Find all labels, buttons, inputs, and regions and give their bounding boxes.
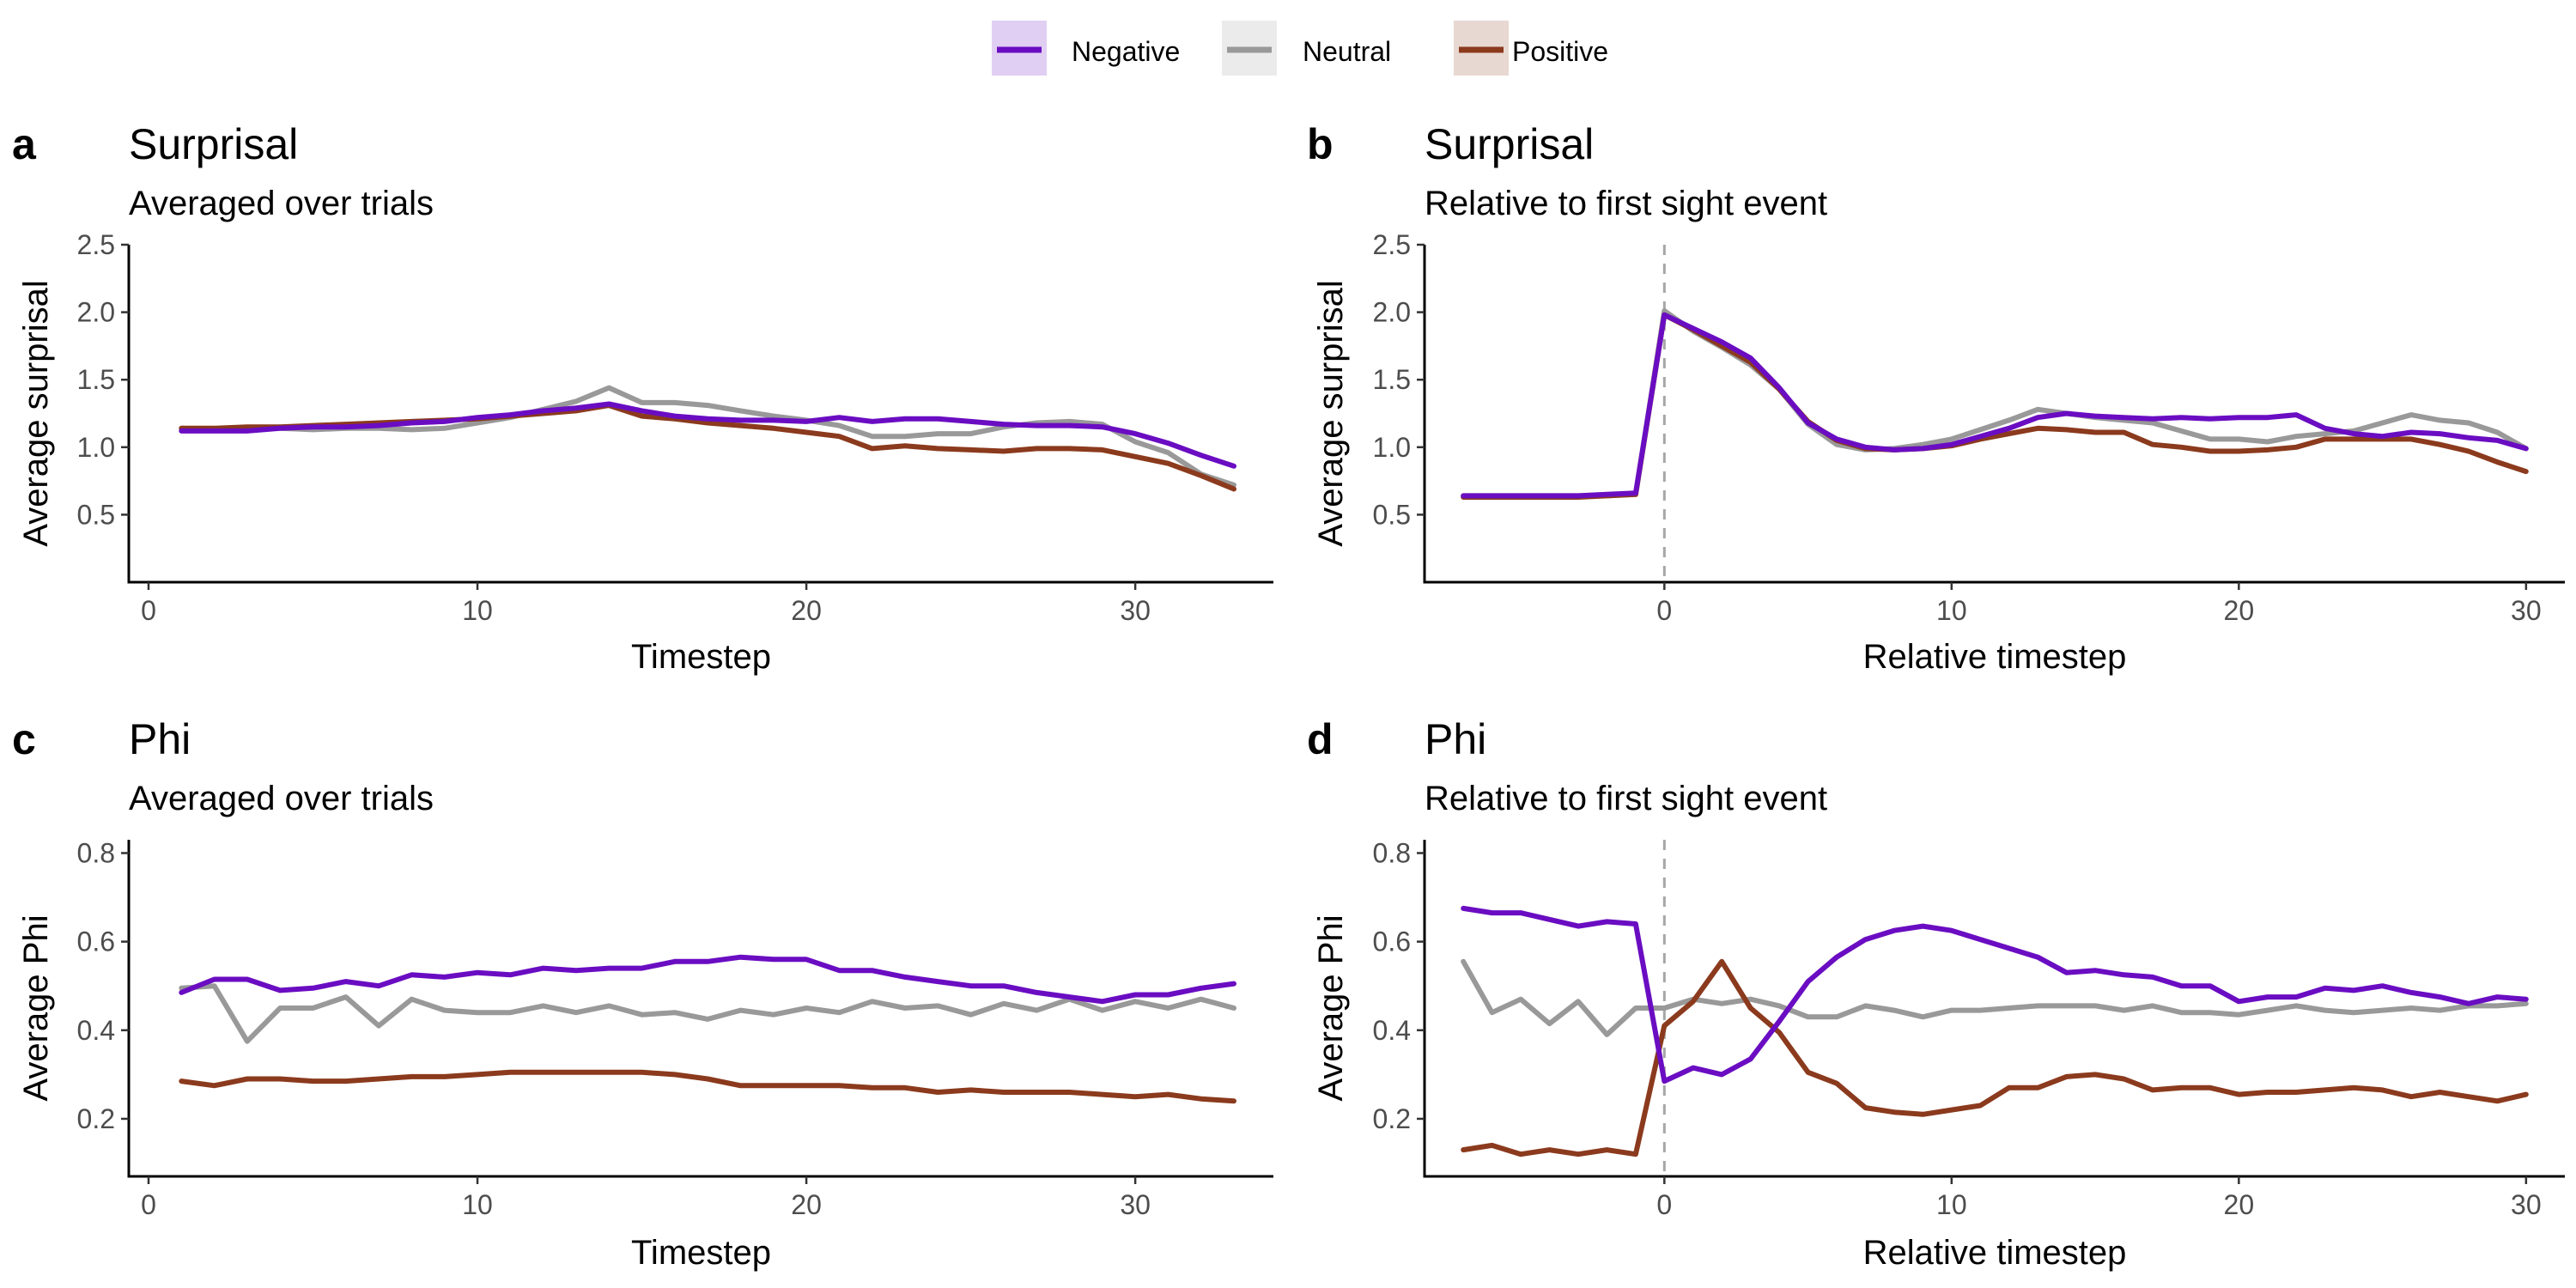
y-tick-label: 1.0 bbox=[77, 432, 115, 463]
y-tick-label: 0.4 bbox=[1373, 1015, 1411, 1046]
y-tick-label: 1.0 bbox=[1373, 432, 1411, 463]
panel-title: Surprisal bbox=[129, 120, 298, 168]
x-tick-label: 30 bbox=[1120, 1189, 1151, 1220]
y-tick-label: 1.5 bbox=[77, 364, 115, 395]
y-tick-label: 0.6 bbox=[77, 927, 115, 957]
x-axis-title: Relative timestep bbox=[1863, 1234, 2127, 1272]
legend-label: Neutral bbox=[1303, 36, 1391, 67]
x-tick-label: 10 bbox=[462, 595, 493, 626]
x-tick-label: 30 bbox=[2511, 1189, 2542, 1220]
x-tick-label: 30 bbox=[1120, 595, 1151, 626]
y-tick-label: 0.4 bbox=[77, 1015, 115, 1046]
x-tick-label: 0 bbox=[1656, 595, 1672, 626]
y-tick-label: 0.6 bbox=[1373, 927, 1411, 957]
y-tick-label: 0.8 bbox=[1373, 837, 1411, 868]
y-tick-label: 2.5 bbox=[1373, 229, 1411, 260]
y-tick-label: 0.5 bbox=[77, 499, 115, 530]
panel-c: c Phi Averaged over trials 0 10 20 30 0.2 0.4 0.6… bbox=[12, 715, 1273, 1272]
series-line-negative bbox=[1461, 312, 2529, 499]
series-line-neutral bbox=[179, 983, 1236, 1044]
legend-item-positive: Positive bbox=[1454, 21, 1608, 76]
legend-label: Negative bbox=[1072, 36, 1180, 67]
x-tick-label: 10 bbox=[462, 1189, 493, 1220]
panel-letter: b bbox=[1307, 120, 1334, 168]
panel-subtitle: Averaged over trials bbox=[129, 780, 434, 817]
panel-subtitle: Relative to first sight event bbox=[1425, 185, 1827, 222]
y-tick-label: 0.8 bbox=[77, 837, 115, 868]
panel-title: Phi bbox=[129, 715, 191, 763]
panels: a Surprisal Averaged over trials 0 10 20 30 0.5… bbox=[12, 120, 2565, 1272]
panel-title: Surprisal bbox=[1425, 120, 1594, 168]
x-axis-title: Timestep bbox=[631, 1234, 771, 1272]
y-tick-label: 2.0 bbox=[77, 297, 115, 328]
x-tick-label: 10 bbox=[1936, 1189, 1967, 1220]
panel-b: b Surprisal Relative to first sight event 0… bbox=[1307, 120, 2565, 676]
y-tick-label: 0.2 bbox=[77, 1103, 115, 1134]
series-line-neutral bbox=[1461, 308, 2529, 499]
y-tick-label: 0.5 bbox=[1373, 499, 1411, 530]
x-tick-label: 20 bbox=[2224, 1189, 2255, 1220]
x-tick-label: 20 bbox=[2224, 595, 2255, 626]
x-tick-label: 0 bbox=[141, 595, 156, 626]
series-line-positive bbox=[179, 1069, 1236, 1104]
x-axis-title: Relative timestep bbox=[1863, 638, 2127, 676]
panel-subtitle: Relative to first sight event bbox=[1425, 780, 1827, 817]
legend-item-negative: Negative bbox=[992, 21, 1180, 76]
series-line-positive bbox=[179, 403, 1236, 492]
panel-d: d Phi Relative to first sight event 0 10 20 30… bbox=[1307, 715, 2565, 1272]
series-line-negative bbox=[179, 401, 1236, 469]
y-axis-title: Average surprisal bbox=[1312, 280, 1350, 547]
series-line-neutral bbox=[179, 385, 1236, 488]
x-tick-label: 20 bbox=[791, 1189, 822, 1220]
x-tick-label: 0 bbox=[1656, 1189, 1672, 1220]
panel-letter: a bbox=[12, 120, 37, 168]
panel-letter: c bbox=[12, 715, 36, 763]
legend-item-neutral: Neutral bbox=[1222, 21, 1391, 76]
x-tick-label: 10 bbox=[1936, 595, 1967, 626]
legend-label: Positive bbox=[1512, 36, 1608, 67]
y-tick-label: 2.0 bbox=[1373, 297, 1411, 328]
series-line-positive bbox=[1461, 958, 2529, 1157]
series-line-positive bbox=[1461, 312, 2529, 500]
panel-a: a Surprisal Averaged over trials 0 10 20 30 0.5… bbox=[12, 120, 1273, 676]
y-axis-title: Average Phi bbox=[1312, 914, 1350, 1101]
y-tick-label: 2.5 bbox=[77, 229, 115, 260]
series-line-negative bbox=[1461, 905, 2529, 1084]
panel-subtitle: Averaged over trials bbox=[129, 185, 434, 222]
y-tick-label: 0.2 bbox=[1373, 1103, 1411, 1134]
series-line-neutral bbox=[1461, 958, 2529, 1037]
x-axis-title: Timestep bbox=[631, 638, 771, 676]
legend: Negative Neutral Positive bbox=[992, 21, 1608, 76]
panel-title: Phi bbox=[1425, 715, 1486, 763]
y-tick-label: 1.5 bbox=[1373, 364, 1411, 395]
series-line-negative bbox=[179, 954, 1236, 1005]
x-tick-label: 20 bbox=[791, 595, 822, 626]
y-axis-title: Average Phi bbox=[17, 914, 55, 1101]
y-axis-title: Average surprisal bbox=[17, 280, 55, 547]
x-tick-label: 0 bbox=[141, 1189, 156, 1220]
x-tick-label: 30 bbox=[2511, 595, 2542, 626]
panel-letter: d bbox=[1307, 715, 1334, 763]
